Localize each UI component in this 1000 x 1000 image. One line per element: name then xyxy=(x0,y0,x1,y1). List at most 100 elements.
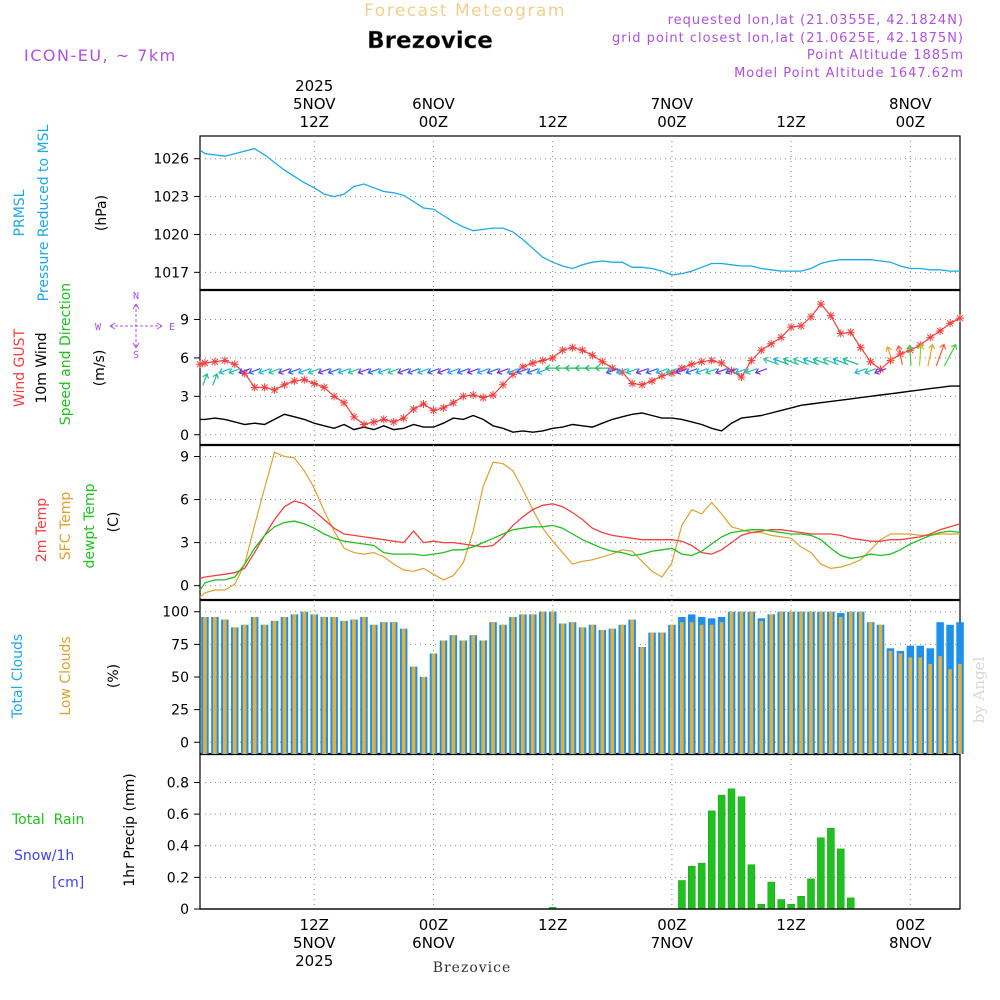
y-tick-label: 6 xyxy=(180,493,189,509)
gust-marker xyxy=(588,351,597,360)
gust-marker xyxy=(389,417,398,426)
top-time-label: 00Z xyxy=(419,113,448,131)
model-altitude: Model Point Altitude 1647.62m xyxy=(734,66,964,81)
wind-direction-arrow xyxy=(466,368,480,375)
gust-marker xyxy=(479,393,488,402)
low-cloud-bar xyxy=(530,614,535,754)
low-cloud-bar xyxy=(322,617,326,754)
low-cloud-bar xyxy=(362,617,366,754)
gust-line xyxy=(199,303,961,426)
gust-marker xyxy=(777,333,786,342)
gust-marker xyxy=(290,376,299,385)
compass-rose: N S W E xyxy=(95,291,175,361)
wind-direction-arrow xyxy=(317,368,331,375)
wind-direction-arrow xyxy=(456,368,470,375)
wind-direction-arrow xyxy=(238,368,251,375)
total-rain-label: Total Rain xyxy=(11,812,84,828)
low-cloud-bar xyxy=(232,627,237,754)
wind-direction-arrow xyxy=(744,368,758,375)
wind-direction-arrow xyxy=(685,368,698,375)
low-cloud-bar xyxy=(550,611,555,754)
y-tick-label: 6 xyxy=(180,351,189,367)
rain-bar xyxy=(827,828,835,910)
precip-unit: 1hr Precip (mm) xyxy=(122,773,138,886)
wind-direction-arrow xyxy=(387,368,400,375)
low-cloud-bar xyxy=(958,663,962,754)
gust-marker xyxy=(508,370,517,379)
grid-point-coords: grid point closest lon,lat (21.0625E, 42… xyxy=(612,31,964,46)
low-cloud-bar xyxy=(451,635,456,754)
wind-direction-arrow xyxy=(724,368,738,375)
gust-marker xyxy=(697,357,706,366)
wind-direction-arrow xyxy=(854,368,867,375)
gust-marker xyxy=(707,356,716,365)
bottom-time-label: 00Z xyxy=(657,916,686,934)
low-cloud-bar xyxy=(848,611,853,754)
gust-marker xyxy=(956,314,964,323)
low-clouds-label: Low Clouds xyxy=(58,636,74,715)
gust-marker xyxy=(320,383,329,392)
wind-direction-arrow xyxy=(446,368,460,375)
gust-marker xyxy=(548,353,557,362)
wind-direction-arrow xyxy=(802,356,819,366)
gust-marker xyxy=(836,329,845,338)
bottom-time-label: 5NOV xyxy=(293,934,336,952)
bottom-time-label: 12Z xyxy=(776,916,805,934)
bottom-time-label: 2025 xyxy=(295,952,333,970)
gust-marker xyxy=(499,380,508,389)
gust-marker xyxy=(638,380,647,389)
gust-marker xyxy=(250,383,259,392)
snow-unit-label: [cm] xyxy=(52,875,84,891)
low-cloud-bar xyxy=(511,617,515,754)
top-time-label: 6NOV xyxy=(412,95,455,113)
wind-direction-arrow xyxy=(267,368,281,375)
gust-marker xyxy=(419,400,428,409)
wind-direction-arrow xyxy=(397,368,410,375)
wind-direction-arrow xyxy=(714,368,728,375)
low-cloud-bar xyxy=(441,640,446,754)
top-time-label: 12Z xyxy=(300,113,329,131)
rain-bar xyxy=(678,880,686,910)
bottom-time-label: 00Z xyxy=(419,916,448,934)
low-cloud-bar xyxy=(411,666,416,754)
low-cloud-bar xyxy=(908,657,913,754)
temperature-panel xyxy=(199,444,961,601)
requested-coords: requested lon,lat (21.0355E, 42.1824N) xyxy=(668,13,964,28)
wind-direction-arrow xyxy=(864,368,877,375)
gust-marker xyxy=(330,392,339,401)
y-tick-label: 100 xyxy=(162,605,189,621)
rain-bar xyxy=(717,794,726,910)
y-tick-label: 50 xyxy=(171,670,189,686)
y-tick-label: 0 xyxy=(180,579,189,595)
gust-marker xyxy=(300,375,309,384)
wind-direction-arrow xyxy=(506,368,519,375)
top-time-label: 00Z xyxy=(896,113,925,131)
y-tick-label: 0 xyxy=(180,735,189,751)
gust-marker xyxy=(429,406,438,415)
low-cloud-bar xyxy=(868,622,873,754)
model-label: ICON-EU, ~ 7km xyxy=(24,46,177,65)
gust-marker xyxy=(369,417,378,426)
rain-bar xyxy=(688,866,696,910)
y-tick-label: 0 xyxy=(180,902,189,918)
low-cloud-bar xyxy=(540,611,545,754)
gust-marker xyxy=(866,357,875,366)
wind-direction-arrow xyxy=(516,368,529,375)
gust-label: Wind GUST xyxy=(12,328,28,407)
low-cloud-bar xyxy=(580,627,585,754)
low-cloud-bar xyxy=(282,617,287,754)
gust-marker xyxy=(797,321,806,330)
gust-marker xyxy=(558,346,567,355)
low-cloud-bar xyxy=(302,611,307,754)
y-tick-label: 25 xyxy=(171,703,189,719)
precip-panel xyxy=(199,753,961,910)
gust-marker xyxy=(310,379,319,388)
rain-bar xyxy=(697,862,706,910)
low-cloud-bar xyxy=(332,617,336,754)
low-cloud-bar xyxy=(570,622,575,754)
pressure-line xyxy=(199,147,960,276)
low-cloud-bar xyxy=(819,611,823,754)
wind-direction-arrow xyxy=(594,364,610,372)
